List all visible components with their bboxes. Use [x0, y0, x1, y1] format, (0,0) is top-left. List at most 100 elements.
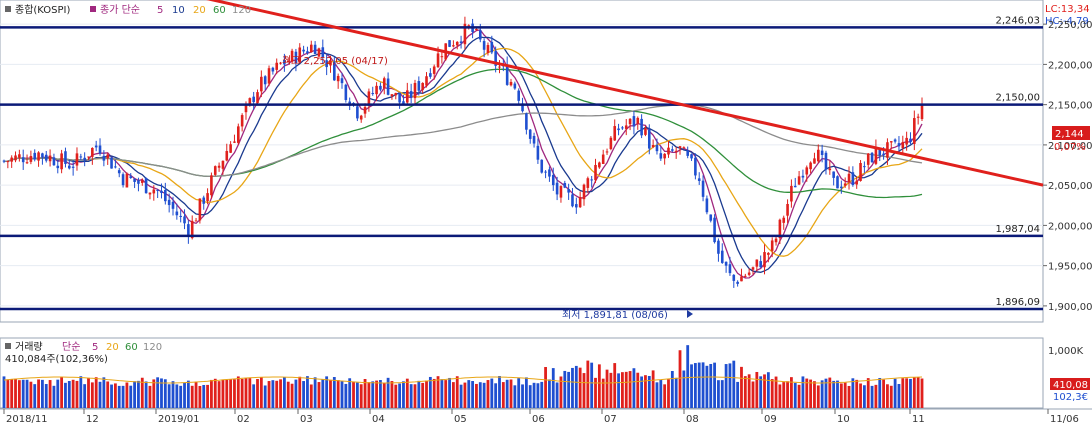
candle-body [187, 224, 190, 236]
volume-bar [183, 382, 186, 408]
candle-body [336, 75, 340, 82]
candle-body [628, 118, 632, 125]
low-arrow-icon [687, 310, 693, 318]
candle-body [233, 141, 236, 143]
x-tick-label: 04 [372, 414, 385, 425]
volume-bar [770, 379, 774, 408]
x-tick-label: 03 [300, 414, 313, 425]
x-tick-label: 11/06 [1050, 414, 1079, 425]
volume-bar [893, 378, 897, 408]
candle-body [190, 220, 194, 239]
volume-bar [782, 382, 786, 408]
volume-bar [724, 364, 728, 408]
candle-body [767, 252, 770, 255]
volume-bar [259, 377, 263, 408]
y-tick-label: 2,200,00 [1048, 60, 1092, 71]
volume-bar [67, 381, 71, 408]
volume-ma-120: 120 [143, 342, 162, 353]
volume-bar [693, 363, 697, 408]
candle-body [179, 215, 182, 217]
candle-body [759, 261, 762, 268]
volume-bar [290, 383, 294, 408]
candle-body [667, 147, 670, 155]
candle-body [613, 126, 617, 141]
candle-body [382, 78, 386, 89]
candle-body [793, 185, 797, 188]
candle-body [267, 68, 271, 84]
x-tick-label: 11 [912, 414, 925, 425]
volume-bar [486, 380, 490, 408]
candle-body [329, 60, 332, 66]
volume-bar [263, 385, 267, 408]
volume-bar [163, 379, 167, 408]
volume-bar [582, 373, 586, 408]
volume-bar [87, 377, 90, 408]
candle-body [156, 190, 159, 192]
candle-body [317, 48, 321, 57]
volume-ma-5: 5 [92, 342, 98, 353]
volume-bar [152, 379, 156, 408]
x-tick-label: 02 [237, 414, 250, 425]
volume-bar [563, 370, 567, 408]
candle-body [183, 216, 186, 224]
candle-body [25, 162, 29, 164]
volume-bar [244, 377, 248, 408]
candle-body [897, 143, 901, 147]
volume-bar [613, 363, 617, 408]
volume-bar [501, 382, 505, 408]
volume-legend: 거래량 단순 5 20 60 120 410,084주(102,36%) [5, 341, 162, 365]
volume-current-box [1050, 378, 1090, 390]
volume-bar [248, 378, 252, 408]
candle-body [271, 67, 275, 72]
volume-bar [33, 384, 37, 408]
candle-body [164, 189, 167, 202]
y-tick-label: 2,150,00 [1048, 101, 1092, 112]
chart-title: 종합(KOSPI) [15, 4, 71, 16]
volume-bar [83, 384, 87, 408]
ma-label: 종가 단순 [100, 4, 140, 16]
volume-bar [674, 377, 678, 408]
volume-bar [98, 381, 102, 408]
x-tick-label: 2018/11 [6, 414, 48, 425]
volume-bar [102, 377, 106, 408]
volume-bar [171, 381, 175, 408]
volume-bar [793, 382, 797, 408]
volume-bar [117, 385, 121, 408]
volume-bar [71, 379, 75, 408]
candle-body [133, 178, 136, 182]
candle-body [33, 152, 37, 160]
candle-body [609, 137, 613, 150]
candle-body [801, 175, 805, 178]
candle-body [452, 45, 455, 47]
volume-bar [590, 362, 594, 408]
volume-bar [359, 384, 363, 408]
candle-body [363, 106, 367, 114]
volume-bar [233, 379, 236, 408]
x-tick-label: 05 [454, 414, 467, 425]
volume-bar [678, 350, 682, 408]
volume-bar [379, 380, 382, 408]
candle-body [563, 182, 567, 188]
candle-body [413, 82, 417, 99]
candle-body [816, 149, 820, 162]
candle-body [632, 116, 636, 127]
volume-title: 거래량 [15, 341, 43, 353]
candle-body [137, 180, 140, 184]
candle-body [240, 115, 244, 127]
legend-square-icon [5, 343, 11, 349]
candle-body [517, 90, 520, 101]
x-tick-label: 08 [686, 414, 699, 425]
candle-body [64, 151, 67, 164]
volume-bar [490, 378, 494, 408]
candle-body [636, 117, 640, 124]
candle-body [863, 166, 866, 168]
candle-body [548, 169, 551, 177]
volume-current-pct: 102,3€ [1053, 392, 1088, 403]
candle-body [359, 115, 363, 120]
volume-bar [198, 385, 202, 408]
volume-bar [236, 376, 240, 408]
volume-bar [282, 377, 286, 408]
candle-body [874, 147, 878, 164]
candle-body [525, 113, 528, 130]
candle-body [540, 159, 544, 173]
